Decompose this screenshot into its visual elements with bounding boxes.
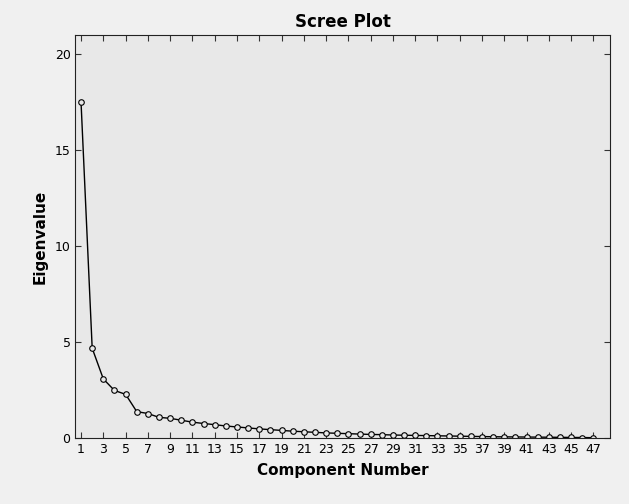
Y-axis label: Eigenvalue: Eigenvalue bbox=[33, 190, 48, 284]
X-axis label: Component Number: Component Number bbox=[257, 463, 428, 478]
Title: Scree Plot: Scree Plot bbox=[295, 13, 391, 31]
